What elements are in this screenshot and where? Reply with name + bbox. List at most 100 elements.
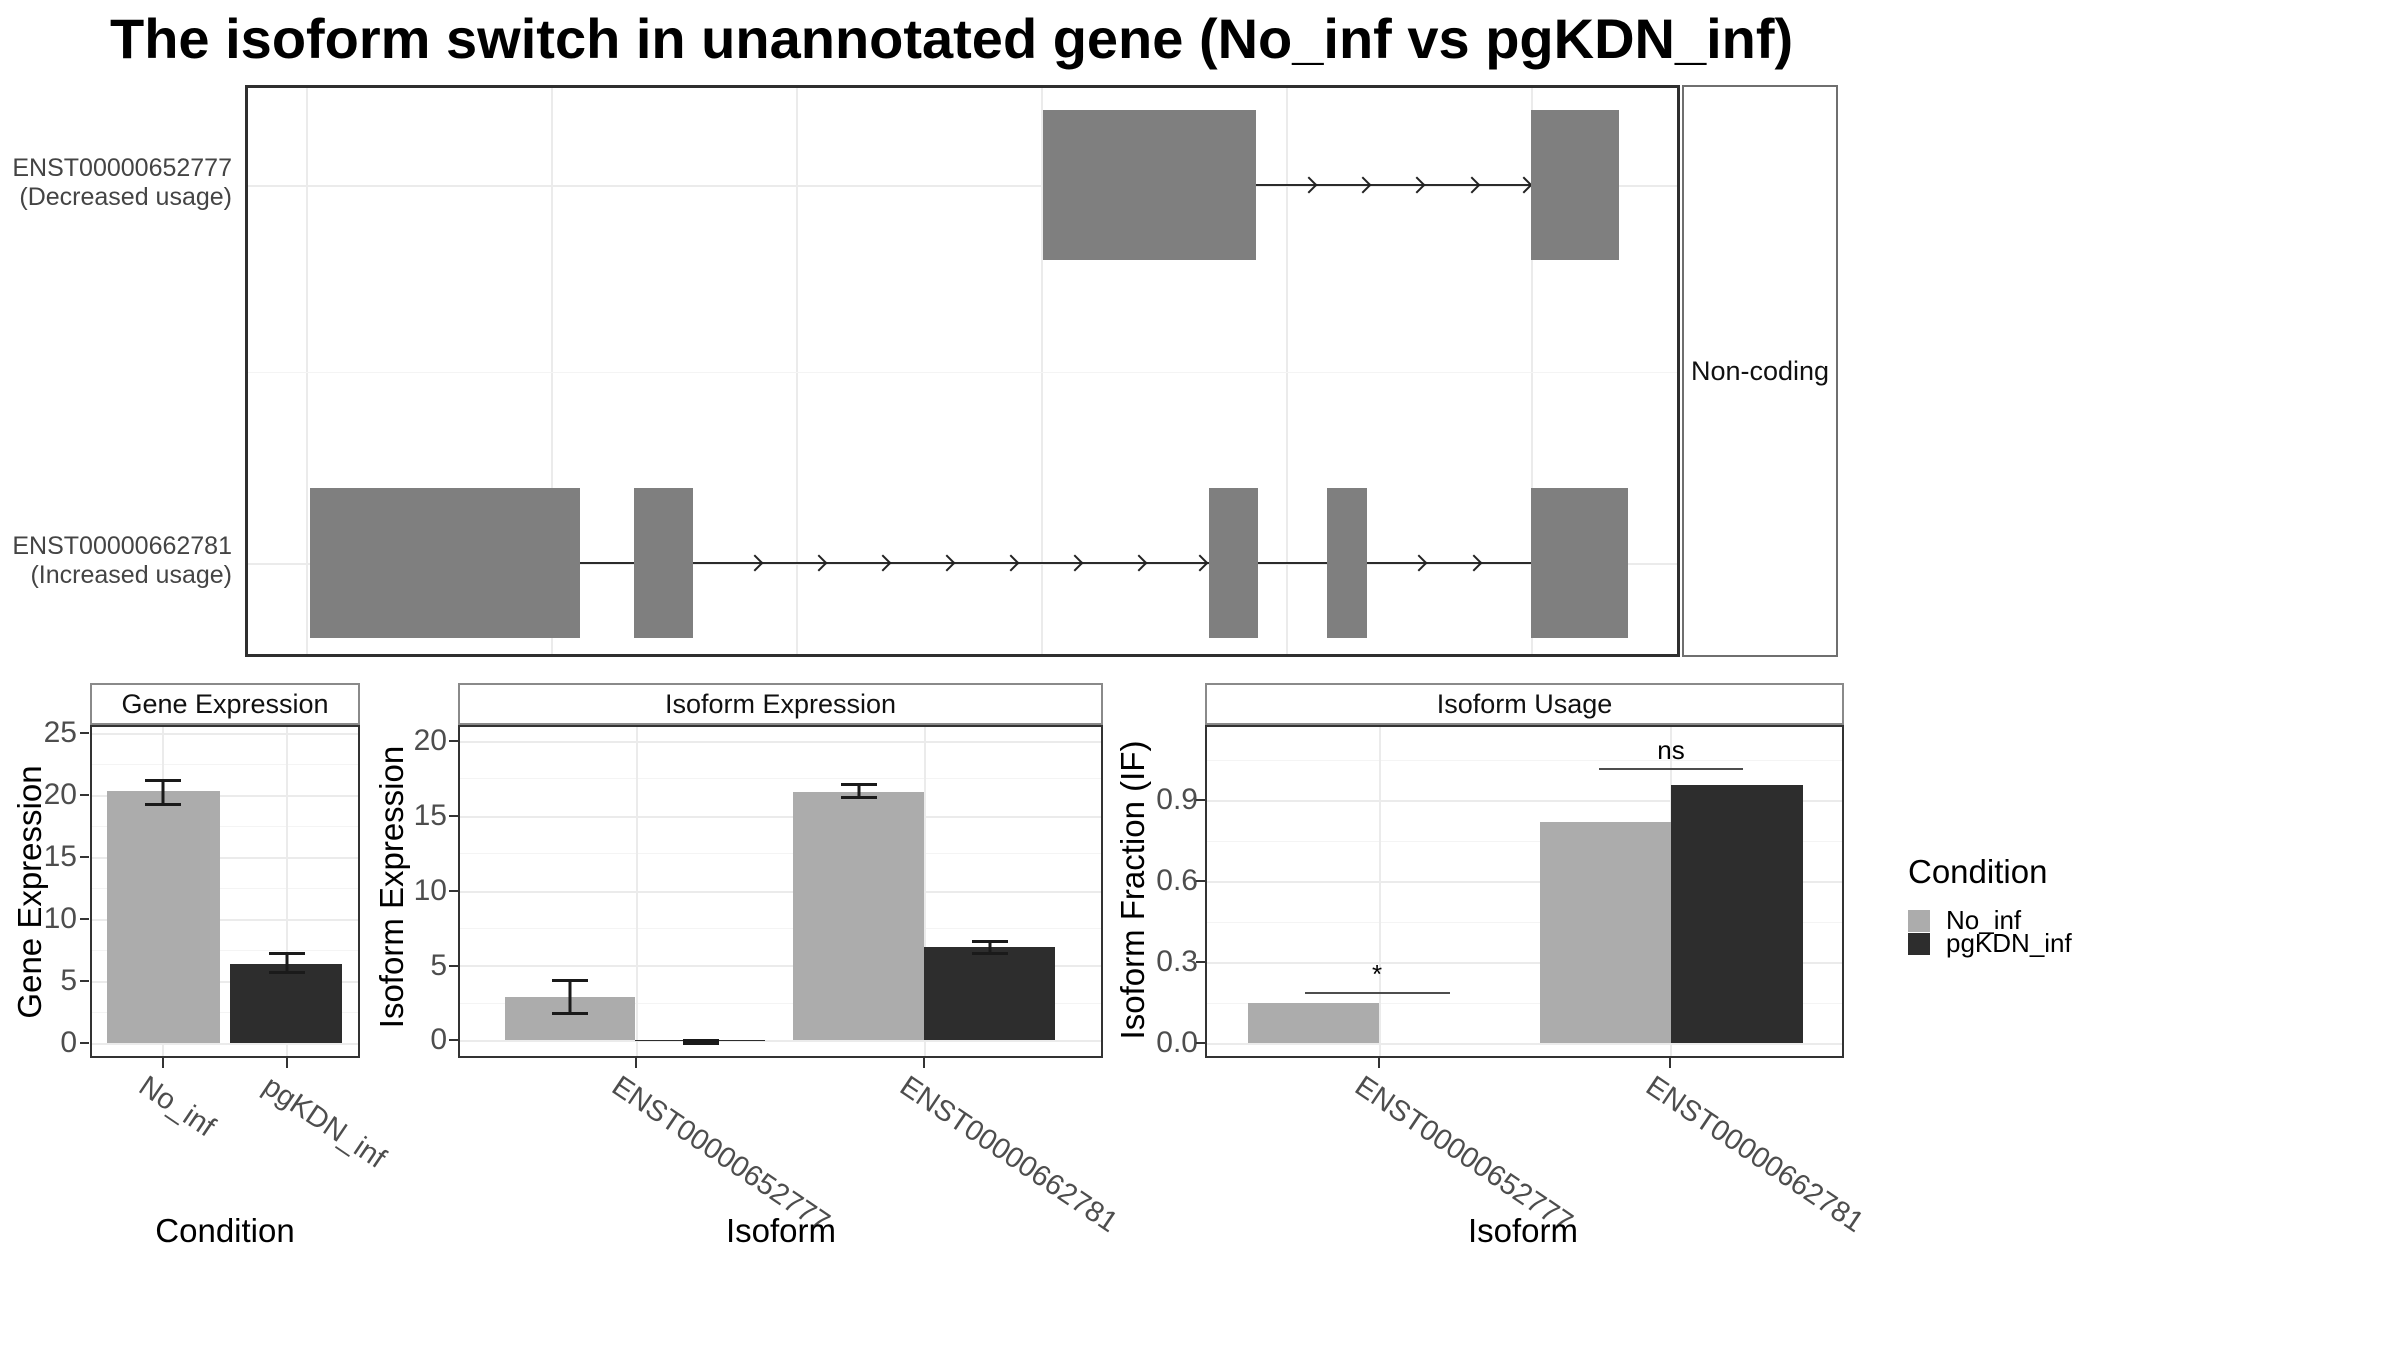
tick xyxy=(1669,1058,1671,1068)
direction-arrow-icon xyxy=(1463,176,1481,194)
bar-usage-662781-pgkdn-inf xyxy=(1671,785,1803,1043)
legend-item-pgkdn-inf: pgKDN_inf xyxy=(1908,928,2072,958)
transcript-usage: (Increased usage) xyxy=(30,561,232,589)
tick xyxy=(449,815,458,817)
tick xyxy=(1378,1058,1380,1068)
exon-box xyxy=(1043,110,1256,260)
legend-label: pgKDN_inf xyxy=(1946,928,2072,958)
error-bar xyxy=(552,978,588,1015)
tick xyxy=(449,740,458,742)
gridline xyxy=(551,88,553,654)
facet-strip-noncoding: Non-coding xyxy=(1682,85,1838,657)
transcript-id: ENST00000652777 xyxy=(12,154,232,182)
gridline xyxy=(248,563,1677,565)
direction-arrow-icon xyxy=(1191,554,1209,572)
gridline xyxy=(248,185,1677,187)
strip-label: Isoform Usage xyxy=(1436,688,1613,719)
error-bar xyxy=(269,952,305,974)
exon-box xyxy=(1531,110,1619,260)
direction-arrow-icon xyxy=(1410,554,1428,572)
tick xyxy=(80,918,89,920)
strip-isoform-expression: Isoform Expression xyxy=(458,683,1103,725)
intron-line xyxy=(580,562,634,564)
gridline xyxy=(1531,88,1533,654)
y-axis-title-isoform-expression: Isoform Expression xyxy=(373,745,410,1029)
isoform-expression-panel xyxy=(458,725,1103,1058)
tick xyxy=(80,980,89,982)
tick xyxy=(80,1042,89,1044)
tick xyxy=(449,965,458,967)
bar-662781-no-inf xyxy=(793,791,924,1040)
direction-arrow-icon xyxy=(1130,554,1148,572)
tick xyxy=(923,1058,925,1068)
strip-gene-expression: Gene Expression xyxy=(90,683,360,725)
transcript-label-662781: ENST00000662781 (Increased usage) xyxy=(0,532,232,590)
direction-arrow-icon xyxy=(874,554,892,572)
significance-label: * xyxy=(1371,959,1383,989)
ytick: 20 xyxy=(43,778,77,811)
tick xyxy=(449,1039,458,1041)
ytick: 0.9 xyxy=(1156,783,1198,816)
ytick: 10 xyxy=(43,902,77,935)
tick xyxy=(449,890,458,892)
tick xyxy=(80,794,89,796)
ytick: 0 xyxy=(430,1023,447,1056)
legend-swatch-light xyxy=(1908,909,1930,932)
ytick: 0.6 xyxy=(1156,864,1198,897)
direction-arrow-icon xyxy=(1354,176,1372,194)
y-axis-title-isoform-fraction: Isoform Fraction (IF) xyxy=(1114,740,1151,1040)
xtick-no-inf: No_inf xyxy=(133,1070,221,1144)
legend-title: Condition xyxy=(1908,853,2048,890)
significance-line xyxy=(1599,767,1743,770)
legend-label: No_inf xyxy=(1946,905,2022,935)
legend: Condition No_inf pgKDN_inf xyxy=(1908,853,2072,958)
direction-arrow-icon xyxy=(746,554,764,572)
direction-arrow-icon xyxy=(1515,176,1533,194)
exon-box xyxy=(1327,488,1367,638)
tick xyxy=(80,856,89,858)
gridline xyxy=(1286,88,1288,654)
gridline xyxy=(248,372,1677,373)
bar-usage-662781-no-inf xyxy=(1540,821,1671,1043)
bar-gene-no-inf xyxy=(107,791,220,1043)
intron-line xyxy=(1256,184,1531,186)
gridline xyxy=(306,88,308,654)
strip-isoform-usage: Isoform Usage xyxy=(1205,683,1844,725)
error-bar xyxy=(841,782,877,800)
ytick: 0.3 xyxy=(1156,945,1198,978)
ytick: 20 xyxy=(413,724,447,757)
intron-line xyxy=(693,562,1209,564)
legend-item-no-inf: No_inf xyxy=(1908,905,2072,935)
gridline xyxy=(796,88,798,654)
strip-label: Gene Expression xyxy=(121,688,329,719)
ytick: 5 xyxy=(430,949,447,982)
direction-arrow-icon xyxy=(1066,554,1084,572)
tick xyxy=(1196,799,1205,801)
ytick: 15 xyxy=(413,799,447,832)
intron-line xyxy=(1367,562,1531,564)
tick xyxy=(1196,880,1205,882)
ytick: 10 xyxy=(413,874,447,907)
tick xyxy=(286,1058,288,1068)
bar-usage-652777-no-inf xyxy=(1248,1002,1379,1043)
x-axis-title-condition: Condition xyxy=(155,1212,295,1249)
tick xyxy=(80,732,89,734)
transcript-panel xyxy=(245,85,1680,657)
direction-arrow-icon xyxy=(1002,554,1020,572)
ytick: 0 xyxy=(60,1026,77,1059)
xtick-pgkdn-inf: pgKDN_inf xyxy=(257,1070,392,1175)
x-axis-title-isoform: Isoform xyxy=(1467,1212,1579,1249)
tick xyxy=(635,1058,637,1068)
bar-gene-pgkdn-inf xyxy=(230,963,342,1043)
direction-arrow-icon xyxy=(938,554,956,572)
direction-arrow-icon xyxy=(810,554,828,572)
exon-box xyxy=(1209,488,1258,638)
tick xyxy=(1196,961,1205,963)
facet-strip-label: Non-coding xyxy=(1690,355,1830,386)
bar-662781-pgkdn-inf xyxy=(924,947,1055,1040)
significance-label: ns xyxy=(1657,735,1685,765)
tick xyxy=(162,1058,164,1068)
error-bar xyxy=(683,1039,719,1046)
gene-expression-panel xyxy=(90,725,360,1058)
